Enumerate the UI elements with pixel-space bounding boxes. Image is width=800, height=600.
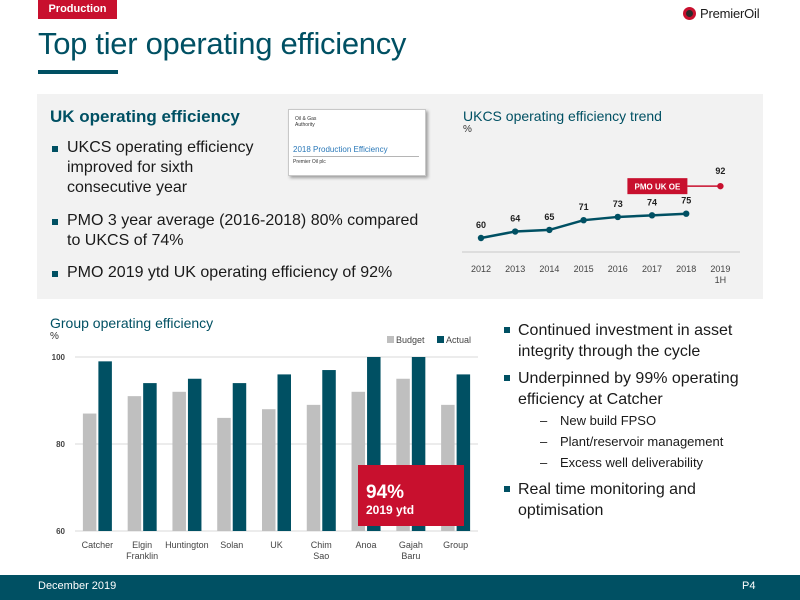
right-sub-bullet: Excess well deliverability [503, 452, 773, 473]
legend-budget-swatch [387, 336, 394, 343]
trend-point [477, 234, 485, 242]
bar-x-tick: Solan [220, 540, 243, 550]
trend-x-tick: 2014 [539, 264, 559, 274]
right-sub-bullet: Plant/reservoir management [503, 431, 773, 452]
uk-bullet-list-1: UKCS operating efficiency improved for s… [50, 138, 282, 198]
actual-bar [322, 370, 336, 531]
ytd-callout: 94% 2019 ytd [358, 465, 464, 526]
legend-actual-label: Actual [446, 335, 471, 345]
report-authority: Oil & Gas Authority [295, 116, 317, 128]
ytd-label: 2019 ytd [366, 503, 415, 517]
trend-line-chart: 60 64 65 71 73 74 75 92 PMO UK OE 2012 2013 2014 201… [462, 166, 740, 285]
bar-x-tick: UK [270, 540, 283, 550]
actual-bar [143, 383, 157, 531]
bar-y-tick: 100 [52, 353, 66, 362]
budget-bar [127, 396, 142, 531]
group-bar-chart: 60 80 100 Catcher Elgin Franklin Huntington Sol… [52, 335, 478, 561]
trend-point [512, 228, 519, 235]
footer-bar: December 2019 P4 [0, 575, 800, 600]
actual-bar [232, 383, 247, 531]
trend-point [614, 213, 621, 221]
bar-x-tick: Elgin Franklin [126, 540, 158, 561]
trend-chart-title: UKCS operating efficiency trend [463, 108, 662, 124]
bar-x-tick: Anoa [356, 540, 377, 550]
trend-x-tick: 2016 [608, 264, 628, 274]
right-bullet: Continued investment in asset integrity … [503, 320, 773, 362]
budget-bar [262, 409, 276, 531]
right-bullet: Real time monitoring and optimisation [503, 479, 773, 521]
bar-x-tick: Catcher [82, 540, 114, 550]
report-subtitle: Premier Oil plc [293, 159, 326, 165]
uk-bullet-list-2: PMO 3 year average (2016-2018) 80% compa… [50, 211, 430, 283]
uk-heading: UK operating efficiency [50, 107, 240, 126]
trend-x-tick: 2019 1H [710, 264, 730, 285]
trend-chart-unit: % [463, 124, 472, 135]
report-title: 2018 Production Efficiency [293, 145, 388, 154]
page-number: P4 [742, 580, 756, 592]
right-bullet: Underpinned by 99% operating efficiency … [503, 368, 773, 410]
trend-value-label: 64 [510, 214, 520, 224]
budget-bar [172, 391, 186, 531]
legend-budget-label: Budget [396, 335, 425, 345]
trend-x-tick: 2018 [676, 264, 696, 274]
page-title: Top tier operating efficiency [38, 26, 407, 61]
highlight-value-label: 92 [715, 166, 725, 176]
company-logo: PremierOil [683, 4, 760, 22]
trend-value-label: 73 [613, 199, 623, 209]
trend-x-tick: 2017 [642, 264, 662, 274]
bar-x-tick: Gajah Baru [399, 540, 423, 561]
title-underline [38, 70, 118, 74]
trend-point [683, 210, 690, 217]
trend-point [546, 226, 553, 234]
budget-bar [82, 413, 97, 531]
footer-date: December 2019 [38, 580, 117, 592]
actual-bar [277, 374, 291, 531]
bar-y-tick: 60 [56, 527, 65, 536]
bar-y-tick: 80 [56, 440, 65, 449]
right-bullet-list: Continued investment in asset integrity … [503, 320, 773, 527]
legend-actual-swatch [437, 336, 444, 343]
uk-bullet: PMO 3 year average (2016-2018) 80% compa… [50, 211, 430, 251]
bar-x-tick: Chim Sao [311, 540, 332, 561]
budget-bar [306, 404, 321, 531]
trend-point [648, 212, 656, 219]
trend-x-tick: 2012 [471, 264, 491, 274]
highlight-point [717, 182, 724, 190]
trend-value-label: 71 [579, 202, 589, 212]
group-chart-title: Group operating efficiency [50, 315, 214, 331]
report-rule [293, 156, 419, 157]
trend-value-label: 75 [681, 196, 691, 206]
logo-icon [683, 6, 696, 20]
actual-bar [187, 378, 202, 531]
report-thumbnail: Oil & Gas Authority 2018 Production Effi… [288, 109, 426, 176]
bar-x-tick: Group [443, 540, 468, 550]
budget-bar [217, 417, 231, 531]
logo-text: PremierOil [700, 5, 760, 21]
group-chart-unit: % [50, 331, 59, 342]
uk-bullet: PMO 2019 ytd UK operating efficiency of … [50, 263, 430, 283]
right-sub-bullet: New build FPSO [503, 410, 773, 431]
ytd-value: 94% [366, 482, 405, 503]
uk-bullet: UKCS operating efficiency improved for s… [50, 138, 282, 198]
trend-value-label: 74 [647, 197, 657, 207]
highlight-label-box [627, 178, 688, 195]
actual-bar [98, 361, 112, 531]
trend-point [580, 216, 587, 224]
highlight-label: PMO UK OE [635, 183, 681, 192]
trend-value-label: 60 [476, 220, 486, 230]
bar-x-tick: Huntington [165, 540, 209, 550]
trend-x-tick: 2015 [574, 264, 594, 274]
section-tag: Production [38, 0, 117, 19]
trend-x-tick: 2013 [505, 264, 525, 274]
trend-value-label: 65 [544, 212, 554, 222]
